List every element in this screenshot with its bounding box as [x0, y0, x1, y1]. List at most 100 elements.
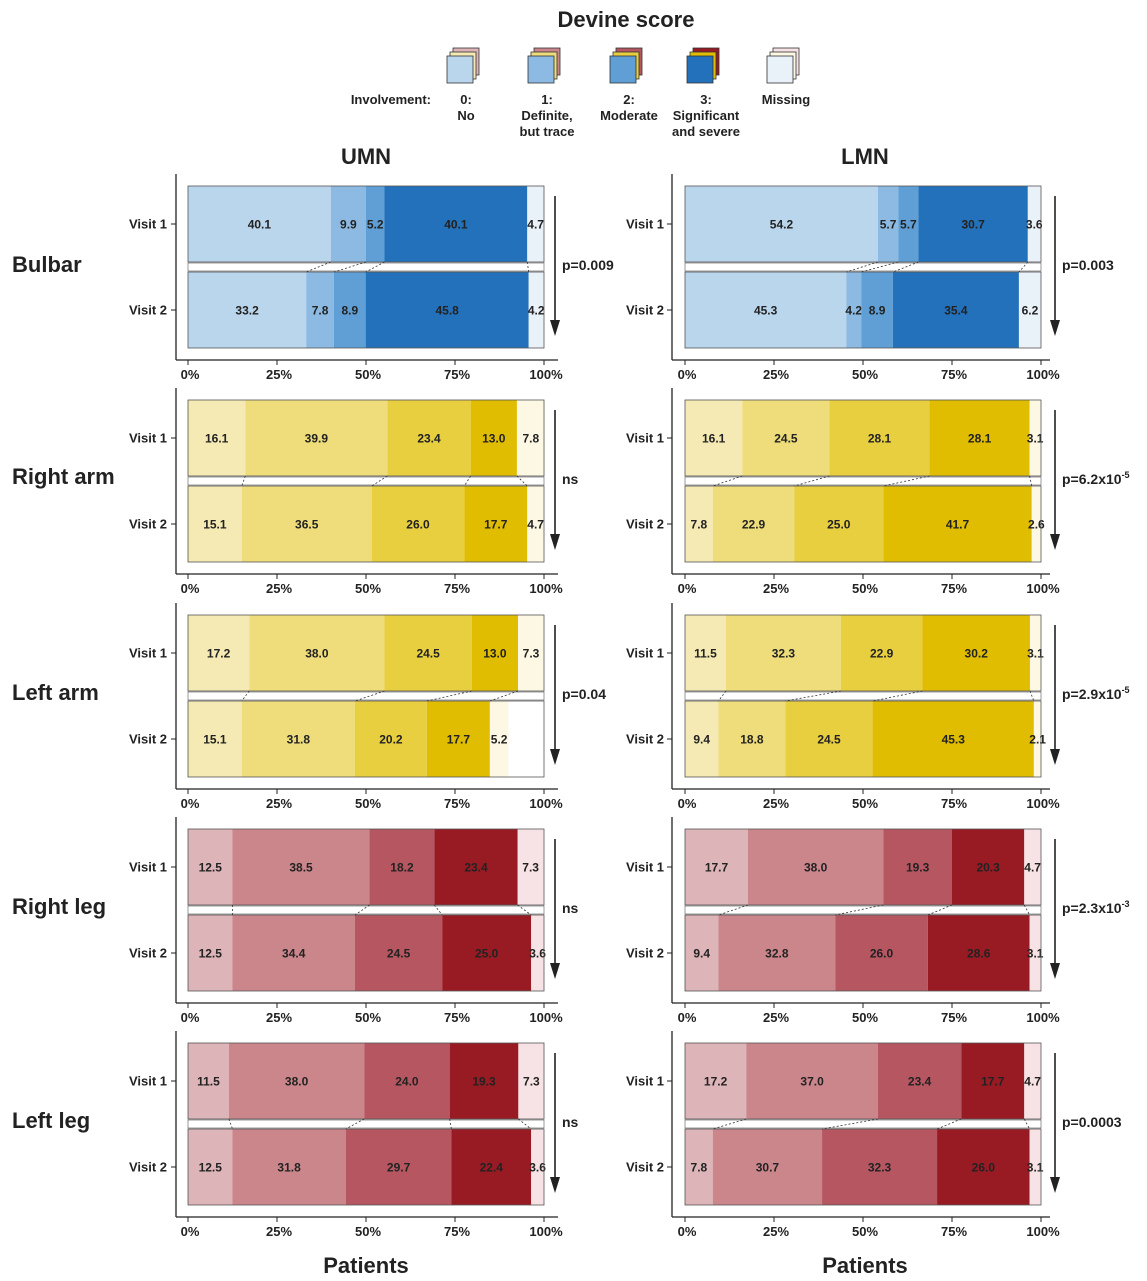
connector-line	[517, 904, 532, 916]
data-label: 2.1	[1029, 733, 1046, 747]
connector-line	[712, 475, 743, 487]
x-tick-label: 75%	[941, 796, 967, 811]
region-label: Left arm	[12, 680, 99, 705]
data-label: 40.1	[248, 218, 272, 232]
bar-segment	[518, 615, 544, 691]
trend-arrow-head	[1050, 534, 1060, 550]
legend-swatch-blue	[686, 55, 714, 84]
y-tick-label: Visit 1	[129, 646, 167, 661]
y-tick-label: Visit 1	[129, 1074, 167, 1089]
bar-segment	[872, 701, 1034, 777]
bar-segment	[364, 1043, 450, 1119]
bar-segment	[365, 272, 529, 348]
bar-segment	[892, 272, 1019, 348]
trend-arrow-head	[1050, 749, 1060, 765]
bar-segment	[527, 486, 544, 562]
bar-segment	[470, 400, 517, 476]
bar-segment	[516, 400, 545, 476]
bar-segment	[387, 400, 471, 476]
y-tick-label: Visit 2	[129, 732, 167, 747]
stat-label: p=0.0003	[1062, 1114, 1122, 1130]
x-tick-label: 25%	[266, 581, 292, 596]
data-label: 17.2	[704, 1075, 728, 1089]
bar-segment	[471, 615, 519, 691]
bar-segment	[451, 1129, 532, 1205]
data-label: 25.0	[827, 518, 851, 532]
data-label: 28.6	[967, 947, 991, 961]
data-label: 22.9	[742, 518, 766, 532]
data-label: 45.3	[942, 733, 966, 747]
x-tick-label: 0%	[181, 796, 200, 811]
bar-segment	[840, 615, 923, 691]
data-label: 32.8	[765, 947, 789, 961]
connector-line	[927, 904, 953, 916]
bar-outline	[684, 914, 1042, 992]
x-tick-label: 75%	[444, 367, 470, 382]
connector-line	[463, 475, 472, 487]
data-label: 45.8	[435, 304, 459, 318]
bar-segment	[188, 1043, 229, 1119]
data-label: 12.5	[199, 1161, 223, 1175]
y-tick-label: Visit 2	[129, 517, 167, 532]
data-label: 8.9	[869, 304, 886, 318]
y-tick-label: Visit 1	[626, 860, 664, 875]
bar-segment	[1029, 615, 1041, 691]
data-label: 39.9	[305, 432, 329, 446]
bar-segment	[718, 915, 836, 991]
x-tick-label: 100%	[529, 367, 563, 382]
bar-segment	[846, 272, 862, 348]
bar-segment	[929, 400, 1030, 476]
data-label: 7.3	[522, 861, 539, 875]
bar-segment	[1029, 400, 1041, 476]
x-tick-label: 25%	[763, 581, 789, 596]
bar-segment	[829, 400, 930, 476]
data-label: 3.1	[1027, 432, 1044, 446]
bar-segment	[527, 186, 544, 262]
connector-line	[371, 475, 388, 487]
x-tick-label: 0%	[678, 796, 697, 811]
data-label: 4.2	[528, 304, 545, 318]
connector-line	[821, 1118, 879, 1130]
data-label: 17.7	[447, 733, 471, 747]
connector-line	[365, 261, 385, 273]
data-label: 31.8	[287, 733, 311, 747]
legend-text: Missing	[762, 92, 810, 107]
x-tick-label: 100%	[529, 796, 563, 811]
bar-segment	[861, 272, 893, 348]
connector-band	[187, 262, 545, 272]
bar-segment	[188, 272, 307, 348]
connector-line	[489, 690, 519, 702]
bar-segment	[1033, 701, 1042, 777]
data-label: 20.3	[976, 861, 1000, 875]
stat-label: p=0.003	[1062, 257, 1114, 273]
connector-line	[526, 261, 530, 273]
legend-item-score-1: 1:Definite,but trace	[520, 47, 574, 139]
x-tick-label: 50%	[355, 796, 381, 811]
bar-segment	[1029, 1129, 1041, 1205]
bar-segment	[961, 1043, 1025, 1119]
data-label: 34.4	[282, 947, 306, 961]
data-label: 37.0	[800, 1075, 824, 1089]
bar-outline	[187, 1128, 545, 1206]
bar-segment	[434, 829, 518, 905]
data-label: 16.1	[702, 432, 726, 446]
legend-item-score-2: 2:Moderate	[600, 47, 658, 123]
data-label: 45.3	[754, 304, 778, 318]
bar-outline	[187, 1042, 545, 1120]
bar-segment	[371, 486, 465, 562]
x-tick-label: 75%	[444, 796, 470, 811]
x-tick-label: 75%	[444, 1224, 470, 1239]
y-tick-label: Visit 1	[129, 860, 167, 875]
x-tick-label: 0%	[181, 581, 200, 596]
stat-label: ns	[562, 471, 579, 487]
data-label: 17.2	[207, 647, 231, 661]
stat-label: p=6.2x10-5	[1062, 470, 1130, 487]
data-label: 26.0	[406, 518, 430, 532]
stat-label: p=0.04	[562, 686, 606, 702]
y-tick-label: Visit 1	[626, 646, 664, 661]
bar-segment	[927, 915, 1030, 991]
data-label: 7.8	[691, 1161, 708, 1175]
x-tick-label: 0%	[678, 1224, 697, 1239]
x-tick-label: 100%	[1026, 1224, 1060, 1239]
